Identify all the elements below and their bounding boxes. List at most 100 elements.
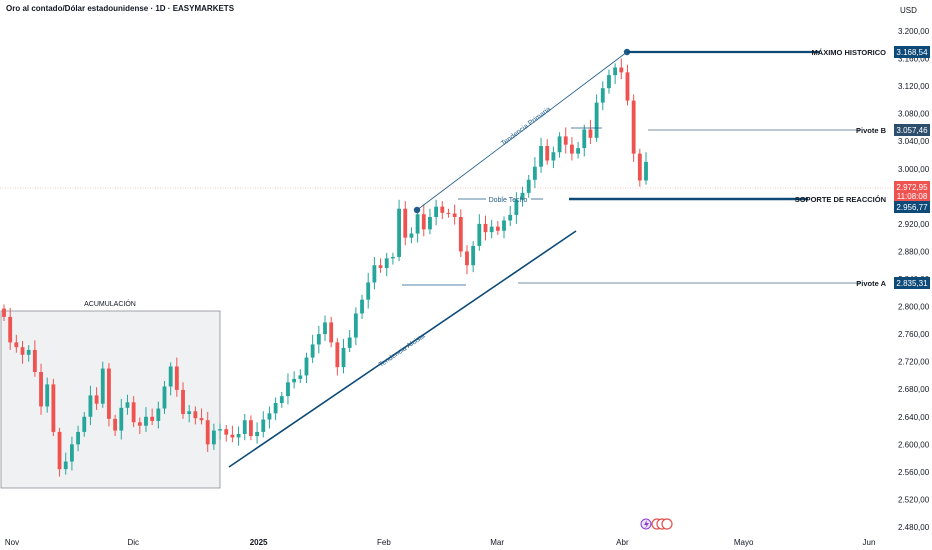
candle-body: [224, 429, 229, 435]
candle-body: [150, 416, 155, 421]
candle-body: [366, 282, 371, 300]
candle-body: [434, 206, 439, 217]
tendencia-alcista-label: Tendencia Alcista: [378, 333, 427, 369]
pivote-b-label: Pivote B: [856, 126, 887, 135]
candle-body: [508, 214, 513, 221]
candle-body: [298, 375, 303, 379]
candle-body: [45, 384, 50, 407]
candle-body: [310, 344, 315, 358]
candle-body: [372, 265, 377, 283]
x-tick-label: Dic: [127, 538, 139, 547]
y-tick-label: 2.640,00: [898, 413, 930, 422]
pivote-a-label: Pivote A: [856, 279, 886, 288]
candle-body: [286, 382, 290, 397]
event-icons[interactable]: [640, 518, 673, 530]
candle-body: [57, 431, 62, 470]
candle-body: [88, 395, 93, 417]
candle-body: [236, 434, 241, 438]
candle-body: [520, 192, 525, 200]
y-tick-label: 2.600,00: [898, 440, 930, 449]
svg-text:3.168,54: 3.168,54: [896, 48, 928, 57]
candle-body: [187, 411, 192, 415]
candle-body: [637, 153, 642, 181]
candle-body: [384, 258, 389, 268]
currency-label: USD: [900, 6, 917, 15]
y-tick-label: 2.880,00: [898, 247, 930, 256]
candle-body: [495, 226, 500, 231]
candle-body: [570, 144, 574, 154]
candle-body: [249, 420, 253, 437]
candle-body: [347, 337, 352, 348]
x-tick-label: Feb: [377, 538, 391, 547]
candle-body: [267, 413, 272, 420]
soporte-label: SOPORTE DE REACCIÓN: [795, 195, 886, 204]
candle-body: [107, 368, 111, 419]
candle-body: [131, 402, 136, 423]
candle-body: [255, 431, 260, 437]
maximo-historico-price-tag: 3.168,54: [894, 46, 930, 58]
x-tick-label: 2025: [250, 538, 268, 547]
candle-body: [193, 411, 198, 419]
candle-body: [353, 313, 358, 338]
candle-body: [261, 419, 266, 432]
us-flag-event-icon-3[interactable]: [661, 518, 673, 530]
svg-text:11:08:08: 11:08:08: [897, 192, 928, 201]
svg-text:3.057,46: 3.057,46: [896, 126, 928, 135]
tendencia-alcista-line: [228, 230, 577, 468]
candle-body: [625, 72, 630, 101]
current-price-tag: 2.972,95 11:08:08: [894, 181, 930, 201]
candle-body: [242, 420, 247, 434]
candle-body: [168, 366, 173, 387]
x-tick-label: Mayo: [734, 538, 754, 547]
y-tick-label: 3.160,00: [898, 55, 930, 64]
candle-body: [14, 342, 19, 348]
candle-body: [409, 233, 414, 238]
candle-body: [502, 220, 506, 231]
y-tick-label: 2.720,00: [898, 358, 930, 367]
candle-body: [539, 146, 543, 167]
y-tick-label: 2.680,00: [898, 385, 930, 394]
candle-body: [279, 396, 284, 403]
candle-body: [26, 349, 31, 355]
candles: [2, 58, 648, 477]
candle-body: [211, 430, 216, 445]
candle-body: [181, 389, 185, 415]
svg-text:2.972,95: 2.972,95: [896, 183, 928, 192]
candle-body: [415, 214, 420, 234]
candle-body: [341, 347, 346, 368]
pivote-b-price-tag: 3.057,46: [894, 124, 930, 136]
candle-body: [446, 212, 451, 214]
candle-body: [76, 431, 80, 445]
candle-body: [613, 67, 618, 76]
candle-body: [390, 256, 395, 259]
y-tick-label: 3.120,00: [898, 82, 930, 91]
candle-body: [2, 308, 6, 317]
y-tick-label: 3.080,00: [898, 110, 930, 119]
candle-body: [576, 148, 581, 154]
candle-body: [39, 372, 43, 407]
candle-body: [329, 322, 334, 343]
candle-body: [557, 136, 562, 153]
candle-body: [526, 179, 531, 193]
candle-body: [545, 146, 550, 161]
candle-body: [174, 366, 179, 390]
candle-body: [20, 347, 25, 355]
candle-body: [137, 422, 142, 426]
candle-body: [588, 129, 593, 138]
x-tick-label: Mar: [490, 538, 504, 547]
candle-body: [428, 217, 432, 230]
candle-body: [607, 75, 611, 89]
candle-body: [32, 349, 37, 372]
x-tick-label: Abr: [616, 538, 629, 547]
doble-techo-label: Doble Techo: [489, 197, 528, 204]
candle-body: [532, 166, 537, 180]
candle-body: [273, 403, 278, 414]
candle-body: [156, 408, 161, 421]
candle-body: [316, 334, 321, 345]
candle-body: [631, 100, 636, 154]
x-axis[interactable]: Nov Dic 2025 Feb Mar Abr Mayo Jun: [5, 538, 876, 547]
y-tick-label: 2.920,00: [898, 220, 930, 229]
candle-body: [8, 316, 13, 343]
candle-body: [440, 206, 445, 213]
